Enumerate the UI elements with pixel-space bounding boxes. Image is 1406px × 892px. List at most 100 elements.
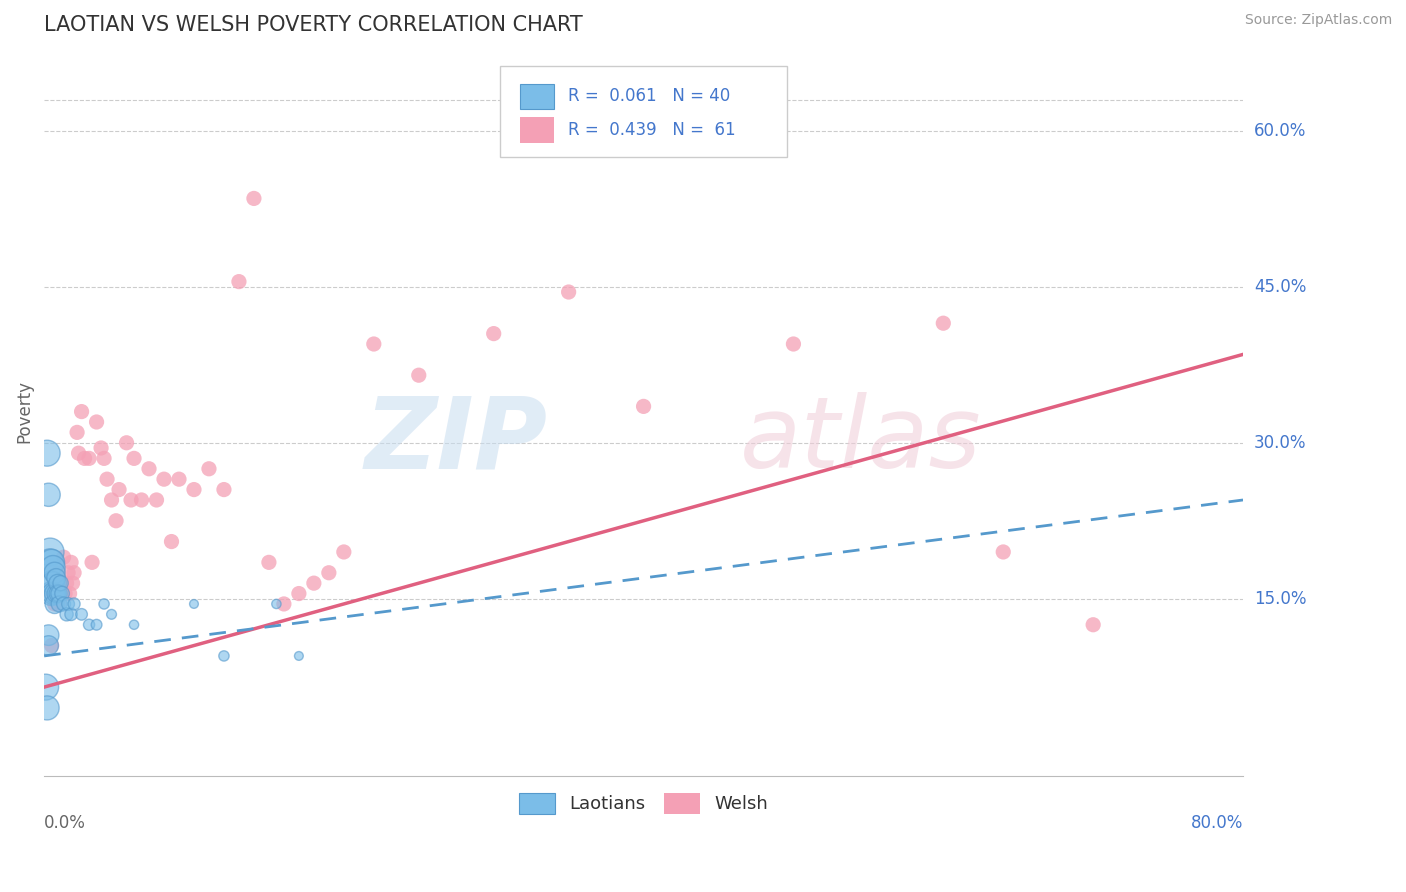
Point (318, 566, 340, 580)
Point (44, 566, 66, 580)
Point (93, 597, 115, 611)
Point (46, 566, 69, 580)
Point (34, 680, 56, 694)
Text: Source: ZipAtlas.com: Source: ZipAtlas.com (1244, 13, 1392, 28)
Text: R =  0.439   N =  61: R = 0.439 N = 61 (568, 120, 735, 139)
Point (39, 555, 62, 569)
Point (131, 493, 153, 508)
Point (41, 555, 63, 569)
Point (105, 514, 128, 528)
Point (167, 472, 190, 486)
Point (42, 560, 65, 574)
Point (45, 586, 67, 600)
Point (288, 586, 311, 600)
Point (1081, 617, 1104, 632)
Point (70, 607, 93, 622)
Point (41, 586, 63, 600)
Point (38, 628, 60, 642)
Point (62, 576, 84, 591)
Text: 0.0%: 0.0% (44, 814, 86, 832)
Point (122, 451, 145, 466)
Point (153, 472, 176, 486)
Point (782, 337, 804, 351)
FancyBboxPatch shape (499, 66, 787, 157)
Point (51, 586, 73, 600)
Point (243, 191, 266, 205)
Point (37, 701, 59, 715)
Point (52, 550, 75, 565)
Point (993, 545, 1015, 559)
Point (77, 451, 100, 466)
Point (55, 576, 77, 591)
Point (44, 597, 66, 611)
Point (38, 639, 60, 653)
Point (212, 648, 235, 663)
Point (58, 586, 80, 600)
Text: atlas: atlas (740, 392, 981, 489)
Point (557, 285, 579, 299)
Point (86, 415, 108, 429)
Point (73, 451, 96, 466)
Legend: Laotians, Welsh: Laotians, Welsh (512, 786, 775, 821)
Point (37, 446, 59, 460)
Point (77, 617, 100, 632)
Point (80, 555, 103, 569)
Point (138, 462, 160, 476)
Point (198, 462, 221, 476)
Point (60, 607, 83, 622)
Point (96, 472, 118, 486)
Point (86, 617, 108, 632)
Point (266, 597, 288, 611)
Point (257, 555, 280, 569)
Point (160, 534, 183, 549)
Point (932, 316, 955, 330)
Point (63, 566, 86, 580)
Point (183, 597, 205, 611)
Point (100, 607, 122, 622)
Point (41, 639, 63, 653)
Point (38, 488, 60, 502)
Point (302, 576, 325, 591)
Point (93, 451, 115, 466)
Point (49, 576, 72, 591)
Point (48, 586, 70, 600)
Point (45, 586, 67, 600)
Text: 30.0%: 30.0% (1254, 434, 1306, 451)
Point (60, 555, 83, 569)
Point (48, 597, 70, 611)
Point (53, 586, 76, 600)
Point (46, 576, 69, 591)
Y-axis label: Poverty: Poverty (15, 380, 32, 443)
Text: LAOTIAN VS WELSH POVERTY CORRELATION CHART: LAOTIAN VS WELSH POVERTY CORRELATION CHA… (44, 15, 583, 35)
Point (288, 648, 311, 663)
Point (42, 582, 65, 596)
Point (56, 597, 79, 611)
Point (273, 597, 295, 611)
Point (42, 576, 65, 591)
Point (67, 446, 90, 460)
Text: 15.0%: 15.0% (1254, 590, 1306, 607)
Text: 80.0%: 80.0% (1191, 814, 1243, 832)
Point (55, 607, 77, 622)
Point (41, 586, 63, 600)
Point (39, 545, 62, 559)
Point (90, 441, 112, 455)
Point (45, 571, 67, 585)
Point (145, 493, 167, 508)
Point (51, 586, 73, 600)
Point (115, 435, 138, 450)
Point (408, 368, 430, 383)
Point (41, 576, 63, 591)
Point (122, 617, 145, 632)
Point (183, 483, 205, 497)
Point (66, 425, 89, 440)
Point (70, 404, 93, 418)
Text: R =  0.061   N = 40: R = 0.061 N = 40 (568, 87, 730, 105)
Point (212, 483, 235, 497)
Bar (520, 118, 554, 143)
Point (120, 493, 142, 508)
Point (48, 586, 70, 600)
Point (56, 566, 79, 580)
Point (228, 275, 250, 289)
Point (52, 597, 75, 611)
